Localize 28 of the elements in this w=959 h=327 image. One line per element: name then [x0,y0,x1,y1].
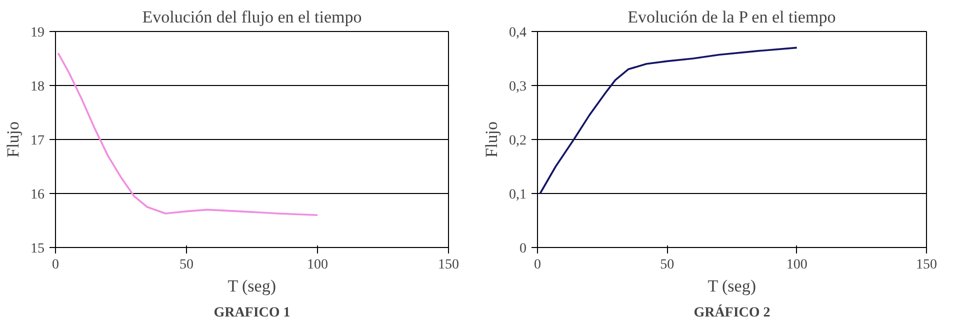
text: GRAFICO 1 [214,306,290,320]
x-tick-label: 50 [660,258,674,272]
y-tick-label: 19 [30,26,44,40]
y-tick-label: 0,3 [509,80,526,94]
chart-title: Evolución del flujo en el tiempo [142,8,362,26]
x-tick-label: 0 [52,258,59,272]
text: GRÁFICO 2 [694,304,770,320]
y-tick-label: 17 [30,134,44,148]
y-tick-label: 18 [30,80,44,94]
y-axis-title: Flujo [482,122,501,158]
chart-title: Evolución de la P en el tiempo [628,8,836,26]
x-tick-label: 50 [180,258,194,272]
y-tick-label: 0,2 [509,134,526,148]
x-tick-label: 150 [916,258,937,272]
line-series [57,52,318,216]
y-tick-label: 0 [520,242,526,256]
x-axis-title: T (seg) [708,276,756,296]
x-tick-label: 150 [438,258,459,272]
line-series [539,46,798,194]
y-tick-label: 16 [30,188,44,202]
x-tick-label: 100 [786,258,808,272]
y-tick-label: 15 [30,242,44,256]
y-axis-title: Flujo [4,122,22,158]
x-axis-title: T (seg) [228,276,276,296]
y-tick-label: 0,1 [509,188,526,202]
x-tick-label: 100 [307,258,328,272]
y-tick-label: 0,4 [509,26,526,40]
x-tick-label: 0 [534,258,541,272]
